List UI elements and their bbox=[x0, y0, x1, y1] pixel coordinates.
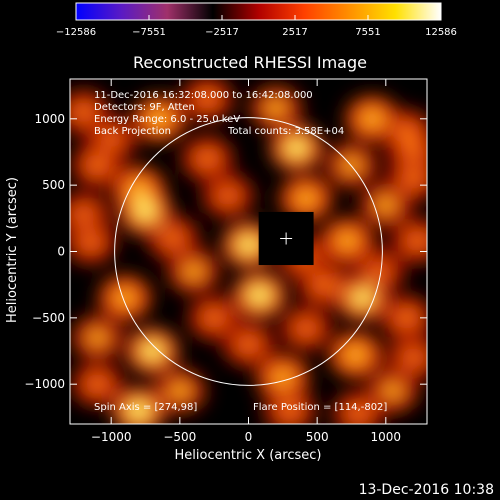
source-core bbox=[120, 395, 157, 424]
source-core bbox=[164, 378, 195, 404]
colorbar-tick-label: 2517 bbox=[282, 27, 307, 38]
source-core bbox=[193, 87, 221, 111]
source-core bbox=[234, 332, 263, 356]
source-core bbox=[392, 120, 421, 144]
source-core-layer bbox=[70, 87, 427, 424]
source-core bbox=[241, 280, 278, 311]
source-core bbox=[142, 104, 176, 133]
source-core bbox=[260, 95, 291, 121]
flare-crosshair-icon bbox=[280, 232, 293, 245]
colorbar-tick-label: −2517 bbox=[205, 27, 239, 38]
source-core bbox=[231, 230, 266, 260]
spin-axis-label: Spin Axis = [274,98] bbox=[94, 402, 197, 413]
source-core bbox=[403, 229, 427, 253]
source-core bbox=[339, 341, 373, 369]
source-core bbox=[98, 128, 124, 150]
source-core bbox=[109, 284, 141, 311]
source-core bbox=[275, 398, 304, 423]
source-core bbox=[77, 231, 104, 254]
source-core bbox=[71, 203, 97, 225]
y-tick-label: 0 bbox=[57, 245, 65, 259]
colorbar-tick-label: −7551 bbox=[132, 27, 166, 38]
source-core bbox=[370, 192, 401, 218]
colorbar bbox=[75, 2, 442, 21]
y-tick-label: 1000 bbox=[34, 112, 65, 126]
colorbar-ticks: −12586 −7551 −2517 2517 7551 12586 bbox=[56, 15, 457, 38]
source-core bbox=[366, 260, 392, 282]
source-core bbox=[159, 226, 187, 250]
source-core bbox=[122, 175, 155, 203]
source-core bbox=[200, 306, 228, 330]
annotation-energy: Energy Range: 6.0 - 25.0 keV bbox=[94, 114, 240, 125]
source-core bbox=[331, 227, 363, 254]
source-core bbox=[399, 167, 427, 190]
annotation-method: Back Projection bbox=[94, 126, 171, 137]
chart-title: Reconstructed RHESSI Image bbox=[133, 53, 367, 72]
source-core bbox=[83, 372, 111, 396]
solar-disk-circle bbox=[114, 117, 383, 386]
footer-timestamp: 13-Dec-2016 10:38 bbox=[359, 482, 494, 498]
x-tick-label: −500 bbox=[163, 430, 196, 444]
x-axis-label: Heliocentric X (arcsec) bbox=[175, 448, 322, 463]
x-tick-label: 1000 bbox=[371, 430, 402, 444]
annotation-time: 11-Dec-2016 16:32:08.000 to 16:42:08.000 bbox=[94, 90, 313, 101]
x-tick-label: 500 bbox=[306, 430, 329, 444]
heatmap-image bbox=[70, 79, 427, 424]
source-core bbox=[293, 317, 320, 340]
source-core bbox=[70, 100, 98, 124]
colorbar-tick-label: 7551 bbox=[355, 27, 380, 38]
source-core bbox=[128, 197, 163, 227]
source-core bbox=[400, 346, 427, 369]
y-tick-label: 500 bbox=[42, 178, 65, 192]
source-core bbox=[267, 364, 299, 391]
source-core bbox=[193, 146, 222, 171]
y-tick-label: −1000 bbox=[24, 377, 65, 391]
annotation-counts: Total counts: 3.58E+04 bbox=[227, 126, 344, 137]
source-core bbox=[83, 153, 112, 178]
colorbar-tick-label: −12586 bbox=[56, 27, 96, 38]
y-tick-label: −500 bbox=[32, 311, 65, 325]
x-tick-label: 0 bbox=[245, 430, 253, 444]
y-axis-label: Heliocentric Y (arcsec) bbox=[5, 177, 20, 323]
colorbar-tick-label: 12586 bbox=[425, 27, 457, 38]
source-core bbox=[392, 306, 421, 330]
source-core bbox=[279, 133, 314, 163]
source-core bbox=[178, 258, 209, 285]
source-core bbox=[82, 325, 112, 350]
x-tick-label: −1000 bbox=[91, 430, 132, 444]
source-core bbox=[290, 185, 322, 212]
source-core bbox=[378, 378, 408, 404]
source-core bbox=[400, 141, 426, 163]
annotation-detectors: Detectors: 9F, Atten bbox=[94, 102, 195, 113]
source-core bbox=[344, 401, 372, 424]
axis-ticks: −1000 −500 0 500 1000 −1000 −500 0 500 1000 bbox=[24, 79, 427, 444]
flare-position-label: Flare Position = [114,-802] bbox=[253, 402, 387, 413]
source-core bbox=[214, 184, 241, 207]
source-core bbox=[135, 336, 170, 366]
source-core bbox=[310, 272, 339, 297]
source-core bbox=[356, 105, 389, 133]
